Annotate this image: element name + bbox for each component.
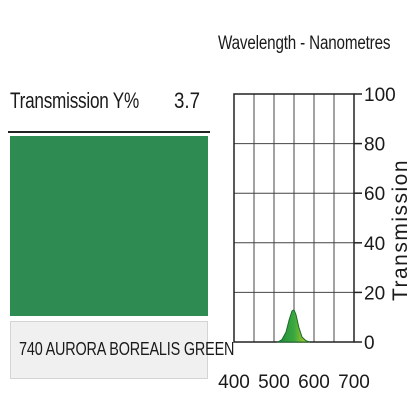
- y-tick-label: 20: [364, 283, 385, 304]
- transmission-label: Transmission Y%: [10, 88, 140, 113]
- filter-name-box: 740 AURORA BOREALIS GREEN: [10, 321, 234, 379]
- header-divider: [8, 131, 210, 133]
- transmission-curve: [276, 309, 311, 343]
- x-tick-label: 500: [258, 372, 290, 393]
- transmission-value: 3.7: [174, 88, 201, 113]
- y-axis-label: Transmission: [389, 159, 412, 301]
- y-tick-label: 80: [364, 135, 385, 156]
- color-swatch: [10, 136, 208, 316]
- x-tick-label: 600: [298, 372, 330, 393]
- y-tick-label: 0: [364, 333, 375, 354]
- chart-title: Wavelength - Nanometres: [218, 33, 391, 54]
- x-tick-label: 700: [338, 372, 370, 393]
- y-tick-label: 40: [364, 234, 385, 255]
- filter-name: 740 AURORA BOREALIS GREEN: [19, 339, 235, 359]
- y-tick-label: 60: [364, 184, 385, 205]
- y-tick-label: 100: [364, 85, 396, 106]
- x-tick-label: 400: [218, 372, 250, 393]
